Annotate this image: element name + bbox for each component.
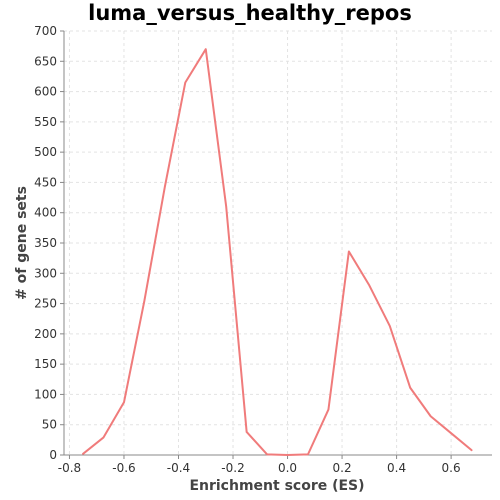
y-tick-label: 100 [34,387,57,401]
y-tick-label: 400 [34,206,57,220]
y-tick-label: 0 [49,448,57,462]
y-tick-label: 150 [34,357,57,371]
y-tick-label: 300 [34,266,57,280]
x-tick-label: -0.2 [221,461,244,475]
y-tick-label: 550 [34,115,57,129]
y-tick-label: 700 [34,24,57,38]
grid-lines [64,30,492,456]
series-layer [82,48,473,456]
y-tick-label: 500 [34,145,57,159]
y-axis-label: # of gene sets [14,186,30,300]
y-tick-label: 600 [34,85,57,99]
y-tick-label: 650 [34,54,57,68]
y-tick-label: 450 [34,175,57,189]
x-tick-label: 0.6 [442,461,461,475]
x-tick-label: 0.0 [278,461,297,475]
x-tick-label: 0.2 [333,461,352,475]
chart-title: luma_versus_healthy_repos [88,1,412,25]
y-tick-label: 50 [42,418,57,432]
x-tick-label: -0.8 [58,461,81,475]
x-tick-label: 0.4 [387,461,406,475]
y-tick-label: 200 [34,327,57,341]
y-tick-label: 250 [34,297,57,311]
y-tick-label: 350 [34,236,57,250]
tick-labels: 0 50 100 150 200 250 300 350 400 450 500 550 600 650 7… [34,24,461,475]
series-line [82,48,473,456]
x-tick-label: -0.4 [167,461,190,475]
x-axis-label: Enrichment score (ES) [189,478,364,494]
x-tick-label: -0.6 [112,461,135,475]
